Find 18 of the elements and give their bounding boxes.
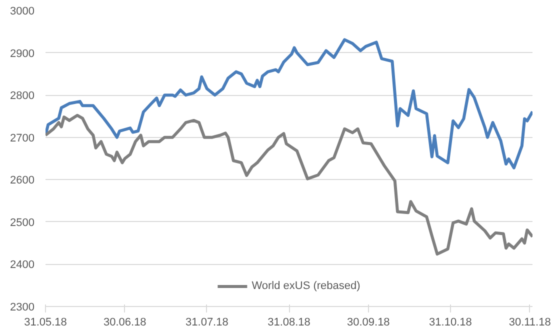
y-tick-label: 2300 — [10, 302, 35, 314]
x-tick-label: 30.06.18 — [103, 316, 146, 328]
line-series — [46, 114, 532, 256]
x-tick-label: 31.08.18 — [268, 316, 310, 328]
y-tick-label: 2700 — [10, 132, 35, 144]
legend-label: World exUS (rebased) — [252, 280, 360, 292]
x-tick-label: 31.10.18 — [429, 316, 472, 328]
y-tick-label: 2800 — [10, 90, 35, 102]
y-tick-label: 3000 — [10, 6, 35, 18]
y-tick-label: 2600 — [10, 174, 35, 187]
y-tick-label: 2500 — [10, 216, 35, 229]
x-tick-label: 31.05.18 — [24, 316, 67, 328]
line-series — [46, 38, 532, 170]
x-tick-label: 31.07.18 — [186, 316, 228, 328]
y-tick-label: 2900 — [10, 48, 35, 60]
x-tick-label: 30.09.18 — [346, 316, 390, 328]
y-tick-label: 2400 — [10, 259, 35, 272]
x-tick-label: 30.11.18 — [508, 316, 551, 328]
